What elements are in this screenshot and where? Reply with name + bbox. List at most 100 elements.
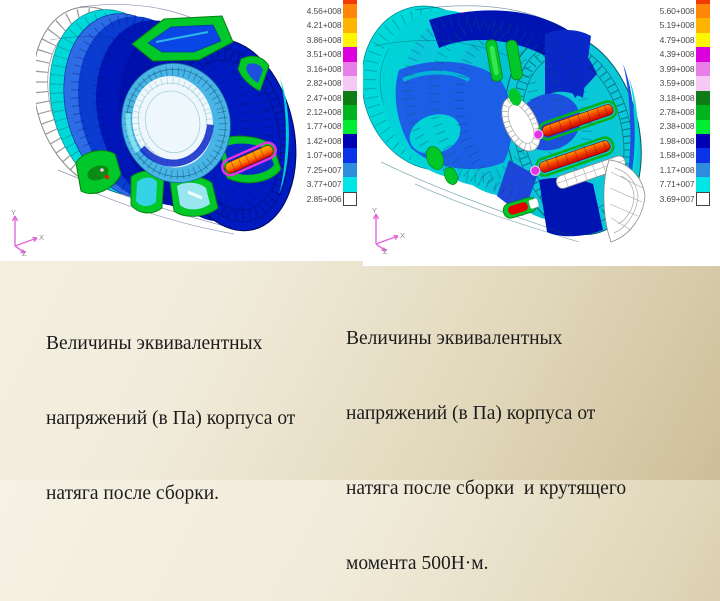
caption-line: момента 500Н·м.: [346, 553, 489, 574]
legend-row: 2.38+008: [659, 119, 710, 134]
legend-swatch: [343, 32, 357, 48]
legend-row: 2.12+008: [306, 105, 357, 120]
legend-row: 2.78+008: [659, 105, 710, 120]
fea-model-right-illustration: [363, 5, 646, 243]
fea-model-left-illustration: [36, 4, 297, 235]
legend-row: 3.51+008: [306, 47, 357, 62]
legend-row: 5.60+008: [659, 4, 710, 19]
axis-label-x: X: [39, 233, 44, 242]
axis-label-x: X: [400, 231, 405, 240]
legend-swatch: [696, 177, 710, 192]
axis-label-y: Y: [11, 208, 16, 217]
legend-swatch: [343, 162, 357, 178]
legend-value: 2.82+008: [306, 78, 342, 89]
legend-value: 3.16+008: [306, 63, 342, 74]
legend-swatch: [696, 76, 710, 91]
legend-swatch: [696, 18, 710, 33]
legend-value: 1.58+008: [659, 150, 695, 161]
right-figure-panel: 5.60+008 5.19+008 4.79+008 4.39+008 3.99+008…: [363, 0, 720, 266]
legend-row: 4.39+008: [659, 47, 710, 62]
legend-top-swatch-cut: [343, 0, 357, 4]
legend-swatch: [343, 4, 357, 19]
legend-row: 3.86+008: [306, 32, 357, 48]
legend-row: 4.79+008: [659, 32, 710, 48]
legend-value: 2.85+006: [306, 193, 342, 204]
legend-value: 4.79+008: [659, 34, 695, 45]
legend-row: 2.82+008: [306, 76, 357, 91]
legend-swatch: [696, 162, 710, 178]
legend-value: 1.77+008: [306, 121, 342, 132]
caption-left: Величины эквивалентных напряжений (в Па)…: [46, 281, 346, 531]
axis-label-y: Y: [372, 206, 377, 215]
legend-swatch: [343, 105, 357, 120]
axis-triad-icon: Y X Z: [372, 206, 405, 254]
legend-row: 1.07+008: [306, 148, 357, 163]
legend-row: 1.17+008: [659, 162, 710, 178]
legend-swatch: [696, 61, 710, 77]
legend-value: 2.78+008: [659, 107, 695, 118]
legend-value: 3.59+008: [659, 78, 695, 89]
legend-swatch: [343, 177, 357, 192]
legend-value: 1.17+008: [659, 164, 695, 175]
legend-row: 1.58+008: [659, 148, 710, 163]
legend-row: 1.77+008: [306, 119, 357, 134]
legend-value: 3.77+007: [306, 179, 342, 190]
left-figure-panel: 4.56+008 4.21+008 3.86+008 3.51+008 3.16+008…: [0, 0, 363, 261]
legend-row: 3.69+007: [659, 191, 710, 207]
legend-swatch: [696, 148, 710, 163]
legend-swatch: [343, 119, 357, 134]
legend-value: 2.38+008: [659, 121, 695, 132]
legend-top-swatch-cut: [696, 0, 710, 4]
legend-value: 2.12+008: [306, 107, 342, 118]
legend-swatch: [343, 61, 357, 77]
legend-value: 3.69+007: [659, 193, 695, 204]
legend-value: 1.07+008: [306, 150, 342, 161]
legend-row: 3.99+008: [659, 61, 710, 77]
legend-swatch: [343, 148, 357, 163]
legend-row: 1.42+008: [306, 133, 357, 149]
stress-legend-right: 5.60+008 5.19+008 4.79+008 4.39+008 3.99+008…: [659, 0, 710, 207]
legend-value: 4.21+008: [306, 20, 342, 31]
stress-legend-left: 4.56+008 4.21+008 3.86+008 3.51+008 3.16+008…: [306, 0, 357, 207]
legend-value: 5.60+008: [659, 5, 695, 16]
legend-swatch: [696, 119, 710, 134]
caption-line: натяга после сборки.: [46, 483, 220, 504]
caption-line: напряжений (в Па) корпуса от: [346, 403, 596, 424]
legend-value: 4.39+008: [659, 49, 695, 60]
legend-value: 3.86+008: [306, 34, 342, 45]
legend-value: 5.19+008: [659, 20, 695, 31]
axis-label-z: Z: [22, 249, 27, 256]
legend-swatch: [696, 191, 710, 207]
caption-right: Величины эквивалентных напряжений (в Па)…: [346, 276, 668, 601]
legend-row: 4.21+008: [306, 18, 357, 33]
axis-label-z: Z: [383, 247, 388, 254]
legend-row: 7.25+007: [306, 162, 357, 178]
legend-swatch: [696, 32, 710, 48]
legend-swatch: [343, 47, 357, 62]
legend-row: 2.47+008: [306, 90, 357, 106]
legend-row: 2.85+006: [306, 191, 357, 207]
legend-swatch: [696, 47, 710, 62]
legend-value: 3.99+008: [659, 63, 695, 74]
legend-value: 3.18+008: [659, 92, 695, 103]
caption-line: напряжений (в Па) корпуса от: [46, 408, 296, 429]
legend-value: 7.25+007: [306, 164, 342, 175]
legend-value: 1.42+008: [306, 135, 342, 146]
legend-row: 3.59+008: [659, 76, 710, 91]
legend-value: 1.98+008: [659, 135, 695, 146]
legend-value: 3.51+008: [306, 49, 342, 60]
legend-swatch: [343, 191, 357, 207]
legend-row: 3.18+008: [659, 90, 710, 106]
legend-swatch: [696, 90, 710, 106]
legend-swatch: [343, 18, 357, 33]
legend-value: 2.47+008: [306, 92, 342, 103]
legend-value: 7.71+007: [659, 179, 695, 190]
legend-swatch: [343, 133, 357, 149]
legend-swatch: [343, 76, 357, 91]
axis-triad-icon: Y X Z: [11, 208, 44, 256]
caption-line: Величины эквивалентных: [346, 328, 563, 349]
legend-swatch: [696, 133, 710, 149]
legend-row: 1.98+008: [659, 133, 710, 149]
legend-row: 7.71+007: [659, 177, 710, 192]
legend-swatch: [696, 105, 710, 120]
